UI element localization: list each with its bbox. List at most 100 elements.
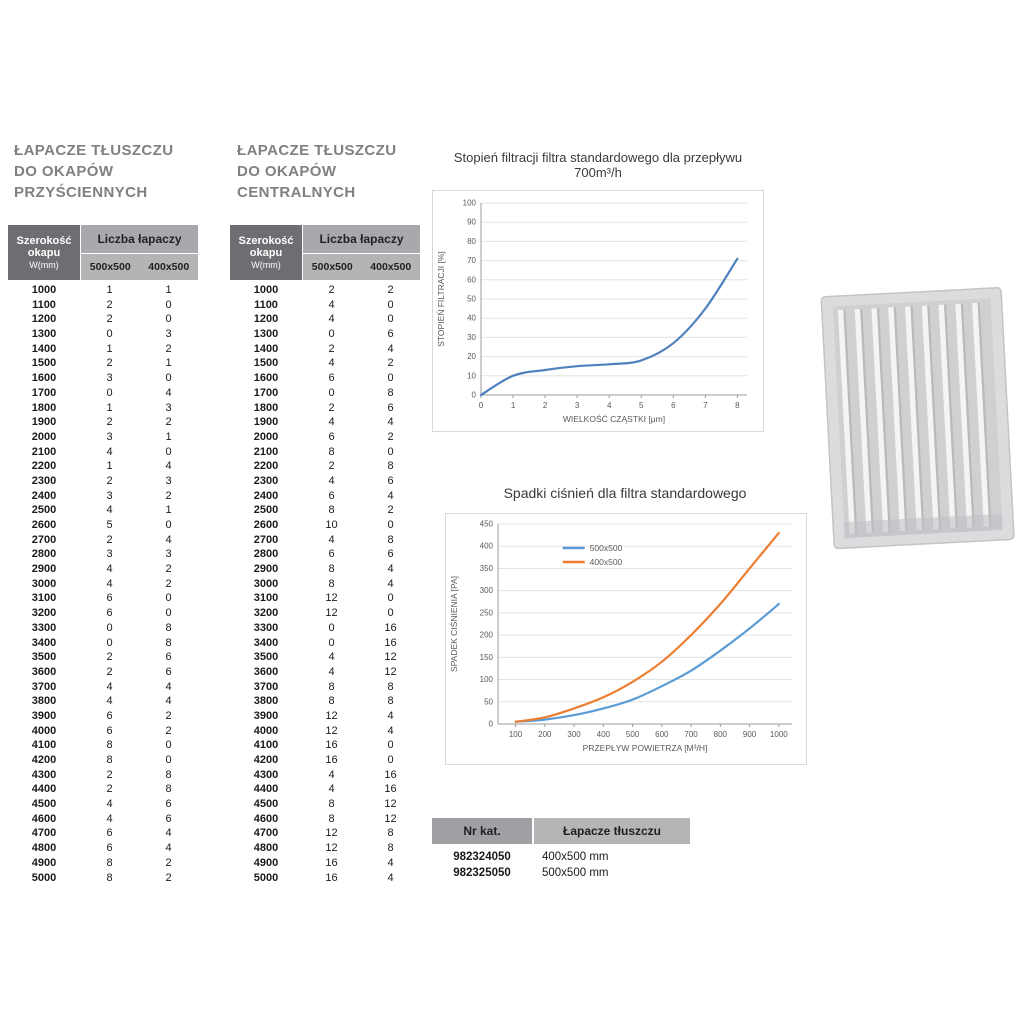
trap-count-cell: 16: [384, 783, 397, 796]
trap-count-cell: 6: [387, 474, 394, 487]
table-row: 4600 4 6: [8, 812, 198, 827]
trap-count-cell: 1: [106, 342, 113, 355]
trap-count-cell: 4: [106, 445, 113, 458]
svg-text:30: 30: [467, 333, 476, 342]
table-row: 1600 3 0: [8, 371, 198, 386]
table-row: 3900 12 4: [230, 709, 420, 724]
table-row: 2900 8 4: [230, 562, 420, 577]
table-row: 1600 6 0: [230, 371, 420, 386]
hood-width-cell: 2700: [253, 533, 279, 546]
hood-width-cell: 2700: [31, 533, 57, 546]
table-row: 2500 8 2: [230, 503, 420, 518]
hood-width-cell: 3500: [253, 651, 279, 664]
table-row: 1100 2 0: [8, 298, 198, 313]
svg-text:90: 90: [467, 218, 476, 227]
trap-count-cell: 0: [387, 592, 394, 605]
table-row: 4700 12 8: [230, 826, 420, 841]
hood-width-cell: 3900: [31, 709, 57, 722]
svg-text:70: 70: [467, 256, 476, 265]
catalog-size: 500x500 mm: [542, 867, 609, 879]
hood-width-cell: 2000: [253, 430, 279, 443]
trap-count-cell: 4: [328, 533, 335, 546]
trap-count-cell: 4: [106, 504, 113, 517]
hood-width-cell: 1100: [32, 298, 56, 311]
hood-width-cell: 1700: [31, 386, 57, 399]
wall-table-body: 1000 1 1 1100 2 0 1200 2 0 1300 0 3 1400 1 2 1500 2 1 1600…: [8, 283, 198, 885]
hood-width-cell: 4600: [31, 812, 57, 825]
hood-width-cell: 4000: [31, 724, 57, 737]
hood-width-cell: 4700: [31, 827, 57, 840]
svg-text:800: 800: [714, 730, 728, 739]
hood-width-cell: 2500: [31, 504, 57, 517]
table-row: 2800 6 6: [230, 547, 420, 562]
svg-text:400x500: 400x500: [590, 557, 623, 567]
svg-text:4: 4: [607, 401, 612, 410]
table-row: 4400 4 16: [230, 782, 420, 797]
hood-width-cell: 2900: [31, 563, 57, 576]
trap-count-cell: 2: [165, 489, 172, 502]
svg-text:100: 100: [463, 199, 477, 208]
trap-count-cell: 4: [106, 563, 113, 576]
trap-count-cell: 12: [325, 827, 338, 840]
trap-count-cell: 5: [106, 519, 113, 531]
traps-group-header: Liczba łapaczy 500x500 400x500: [81, 225, 198, 280]
table-row: 3500 2 6: [8, 650, 198, 665]
svg-text:150: 150: [480, 653, 494, 662]
svg-text:2: 2: [543, 401, 548, 410]
trap-count-cell: 6: [165, 651, 172, 664]
trap-count-cell: 6: [106, 607, 113, 620]
hood-width-cell: 3800: [253, 695, 279, 708]
trap-count-cell: 12: [325, 709, 338, 722]
table-row: 1200 2 0: [8, 312, 198, 327]
hood-width-cell: 3900: [253, 709, 279, 722]
hood-width-cell: 1600: [253, 372, 279, 385]
table-row: 4400 2 8: [8, 782, 198, 797]
trap-count-cell: 8: [106, 871, 113, 884]
hood-width-cell: 1900: [253, 416, 279, 429]
svg-text:80: 80: [467, 237, 476, 246]
trap-count-cell: 8: [165, 621, 172, 634]
trap-count-cell: 4: [328, 313, 335, 326]
svg-text:900: 900: [743, 730, 757, 739]
trap-count-cell: 3: [165, 548, 172, 561]
trap-count-cell: 2: [387, 357, 394, 370]
svg-text:3: 3: [575, 401, 580, 410]
trap-count-cell: 0: [165, 592, 172, 605]
hood-width-cell: 1000: [31, 284, 57, 296]
hood-width-cell: 3300: [31, 621, 57, 634]
table-row: 2000 3 1: [8, 430, 198, 445]
table-row: 2200 1 4: [8, 459, 198, 474]
trap-count-cell: 2: [106, 416, 113, 429]
svg-text:1000: 1000: [770, 730, 788, 739]
trap-count-cell: 0: [387, 739, 394, 752]
trap-count-cell: 12: [325, 724, 338, 737]
trap-count-cell: 4: [328, 416, 335, 429]
table-row: 1800 1 3: [8, 401, 198, 416]
table-row: 3300 0 16: [230, 621, 420, 636]
catalog-number-header: Nr kat.: [432, 818, 532, 844]
hood-width-cell: 2400: [31, 489, 57, 502]
filtration-chart: 0 10 20 30 40 50 60 70 80 90 100 0 1 2 3 4 5 6 7 8 WIELKOŚĆ …: [432, 190, 764, 432]
trap-count-cell: 4: [106, 812, 113, 825]
catalog-table: Nr kat. Łapacze tłuszczu 982324050 400x5…: [432, 818, 690, 881]
trap-count-cell: 4: [328, 783, 335, 796]
table-row: 3400 0 16: [230, 636, 420, 651]
trap-count-cell: 4: [387, 577, 394, 590]
table-row: 4800 6 4: [8, 841, 198, 856]
hood-width-cell: 2300: [253, 474, 279, 487]
svg-text:400: 400: [480, 542, 494, 551]
table-row: 1700 0 4: [8, 386, 198, 401]
trap-count-cell: 1: [165, 504, 172, 517]
svg-text:250: 250: [480, 608, 494, 617]
catalog-row: 982324050 400x500 mm: [432, 849, 690, 865]
hood-width-cell: 1100: [254, 298, 278, 311]
title-line: CENTRALNYCH: [237, 184, 356, 201]
table-row: 4000 6 2: [8, 724, 198, 739]
title-line: DO OKAPÓW: [237, 163, 337, 180]
trap-count-cell: 4: [387, 563, 394, 576]
table-row: 2800 3 3: [8, 547, 198, 562]
table-row: 4900 16 4: [230, 856, 420, 871]
catalog-product-header: Łapacze tłuszczu: [534, 818, 690, 844]
trap-count-cell: 0: [165, 313, 172, 326]
table-row: 2600 10 0: [230, 518, 420, 533]
